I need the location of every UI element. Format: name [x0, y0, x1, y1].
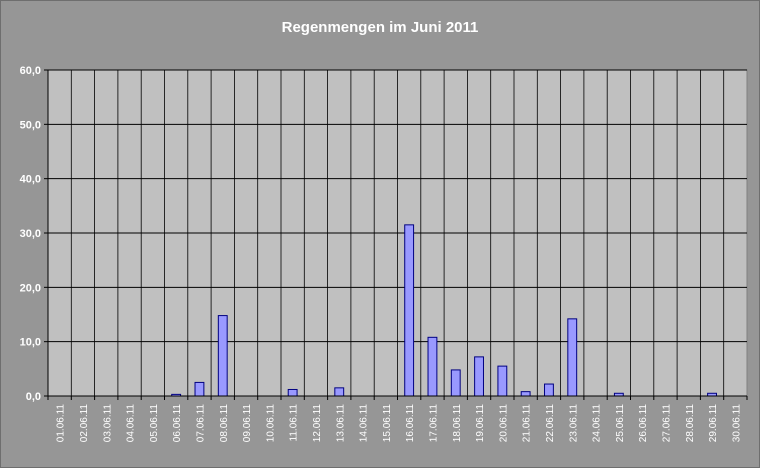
x-tick-label: 10.06.11	[265, 404, 276, 443]
bar	[520, 391, 531, 397]
x-tick-label: 27.06.11	[661, 404, 672, 443]
y-tick-label: 10,0	[20, 337, 41, 349]
x-tick-label: 06.06.11	[172, 404, 183, 443]
x-tick-label: 11.06.11	[289, 404, 300, 442]
x-tick-label: 13.06.11	[335, 404, 346, 443]
x-tick-label: 02.06.11	[79, 404, 90, 443]
x-tick-label: 17.06.11	[428, 404, 439, 443]
x-tick-label: 07.06.11	[195, 404, 206, 443]
y-tick-label: 40,0	[20, 174, 41, 186]
x-tick-label: 24.06.11	[592, 404, 603, 443]
x-tick-label: 15.06.11	[382, 404, 393, 443]
y-tick-label: 0,0	[26, 391, 41, 403]
x-tick-label: 20.06.11	[498, 404, 509, 443]
bar	[497, 365, 508, 397]
bar	[287, 388, 298, 397]
x-tick-label: 28.06.11	[685, 404, 696, 443]
x-tick-label: 18.06.11	[452, 404, 463, 443]
x-tick-label: 19.06.11	[475, 404, 486, 443]
bar	[567, 318, 578, 397]
y-tick-label: 30,0	[20, 228, 41, 240]
bar	[427, 336, 438, 397]
y-tick-label: 60,0	[20, 65, 41, 77]
bar	[544, 383, 554, 397]
x-axis-ticks: 01.06.11 02.06.11 03.06.11 04.06.11 05.06.11…	[47, 396, 748, 443]
bar	[474, 356, 484, 397]
x-tick-label: 30.06.11	[731, 404, 742, 443]
x-tick-label: 21.06.11	[522, 404, 533, 443]
x-tick-label: 26.06.11	[638, 404, 649, 443]
x-tick-label: 03.06.11	[102, 404, 113, 443]
x-tick-label: 09.06.11	[242, 404, 253, 443]
bar	[217, 315, 228, 397]
x-tick-label: 23.06.11	[568, 404, 579, 443]
x-tick-label: 14.06.11	[359, 404, 370, 443]
x-tick-label: 12.06.11	[312, 404, 323, 443]
bar	[404, 224, 415, 397]
y-axis-ticks: 0,0 10,0 20,0 30,0 40,0 50,0 60,0	[20, 65, 48, 403]
x-tick-label: 25.06.11	[615, 404, 626, 443]
bar	[194, 381, 205, 397]
x-tick-label: 22.06.11	[545, 404, 556, 443]
x-tick-label: 16.06.11	[405, 404, 416, 443]
x-tick-label: 01.06.11	[56, 404, 67, 443]
category-separators	[70, 70, 725, 396]
x-tick-label: 08.06.11	[219, 404, 230, 443]
bar	[450, 369, 461, 397]
x-tick-label: 04.06.11	[126, 404, 137, 443]
x-tick-label: 05.06.11	[149, 404, 160, 443]
chart-title: Regenmengen im Juni 2011	[281, 19, 479, 36]
y-tick-label: 50,0	[20, 119, 41, 131]
bar	[334, 387, 345, 397]
x-tick-label: 29.06.11	[708, 404, 719, 443]
y-tick-label: 20,0	[20, 282, 41, 294]
